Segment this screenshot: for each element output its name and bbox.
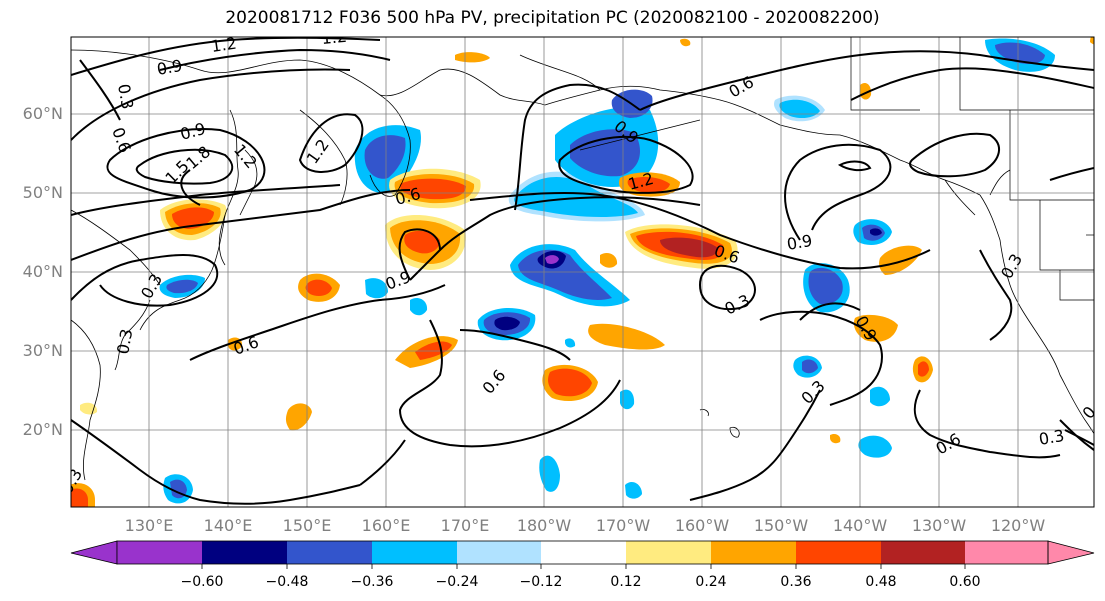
lon-label: 150°E [283,516,332,535]
colorbar-tick: −0.36 [351,574,394,590]
lon-label: 170°W [596,516,651,535]
lon-label: 160°E [362,516,411,535]
lon-label: 180°W [517,516,572,535]
colorbar-segment [117,541,202,564]
lon-label: 160°W [675,516,730,535]
map-title: 2020081712 F036 500 hPa PV, precipitatio… [225,8,880,28]
contour-label: 0.9 [155,56,183,79]
coastlines [71,49,1094,481]
colorbar-tick: 0.60 [949,574,980,590]
colorbar-segment [457,541,541,564]
lon-label: 130°W [912,516,967,535]
pv-contours [71,37,1094,505]
colorbar-tick: −0.48 [266,574,309,590]
colorbar-tick: 0.48 [865,574,896,590]
lat-label: 40°N [23,262,63,281]
colorbar-tick: −0.24 [436,574,479,590]
lon-label: 130°E [125,516,174,535]
latitude-labels: 60°N 50°N 40°N 30°N 20°N [23,104,63,439]
contour-label: 0.3 [113,327,136,355]
lon-label: 150°W [754,516,809,535]
contour-label: 1.2 [321,27,348,48]
map-area: 1.2 1.2 0.9 0.6 0.9 1.5 1.8 1.2 1.2 0.9 … [71,27,1094,507]
lat-label: 50°N [23,183,63,202]
borders [850,37,1094,301]
colorbar-segment [372,541,457,564]
colorbar-tick: 0.36 [780,574,811,590]
colorbar-segment [287,541,372,564]
lat-label: 30°N [23,341,63,360]
precip-shading [71,37,1094,507]
contour-label: 0.3 [1037,426,1065,449]
longitude-labels: 130°E 140°E 150°E 160°E 170°E 180°W 170°… [125,516,1046,535]
lon-label: 120°W [991,516,1046,535]
colorbar-tick: −0.12 [520,574,563,590]
colorbar-segment [711,541,796,564]
lon-label: 140°E [204,516,253,535]
map-frame [70,36,1095,508]
colorbar-extend-high [1047,540,1095,565]
colorbar-tick: 0.12 [610,574,641,590]
contour-label: 0.3 [114,82,137,110]
contour-label: 0.9 [785,231,813,254]
colorbar-segment [796,541,881,564]
lat-label: 20°N [23,420,63,439]
colorbar-tick: 0.24 [695,574,726,590]
lon-label: 170°E [441,516,490,535]
contour-label: 1.2 [210,34,238,56]
colorbar: −0.60 −0.48 −0.36 −0.24 −0.12 0.12 0.24 … [70,540,1095,590]
colorbar-segment [881,541,965,564]
colorbar-extend-low [70,540,118,565]
lat-label: 60°N [23,104,63,123]
colorbar-segment [202,541,287,564]
colorbar-tick: −0.60 [181,574,224,590]
colorbar-segment [965,541,1048,564]
colorbar-segment [541,541,626,564]
colorbar-segment [626,541,711,564]
lon-label: 140°W [833,516,888,535]
